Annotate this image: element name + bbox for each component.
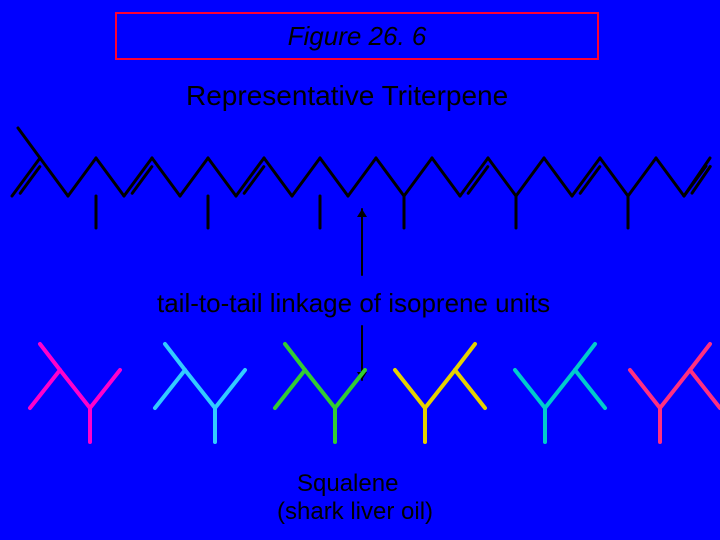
isoprene-units [30,344,720,442]
linkage-arrows [357,209,367,380]
molecule-diagram [0,0,720,540]
